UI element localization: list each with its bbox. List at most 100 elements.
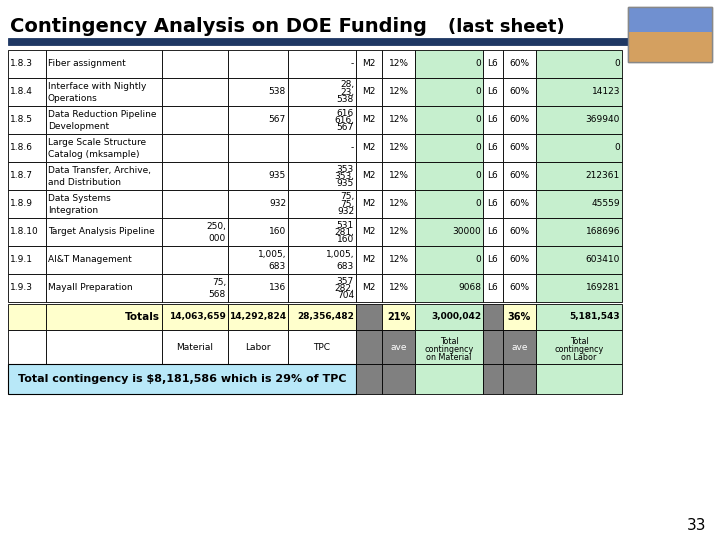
Text: 1.8.6: 1.8.6 — [10, 144, 33, 152]
Bar — [536, 274, 622, 302]
Text: 36%: 36% — [508, 312, 531, 322]
Text: 357: 357 — [337, 276, 354, 286]
Text: -: - — [351, 59, 354, 69]
Text: Catalog (mksample): Catalog (mksample) — [48, 150, 140, 159]
Bar — [628, 32, 712, 62]
Text: 12%: 12% — [389, 172, 408, 180]
Text: 281,: 281, — [334, 228, 354, 237]
Bar — [382, 246, 415, 274]
Bar — [288, 190, 356, 218]
Text: 0: 0 — [475, 199, 481, 208]
Text: 1.8.4: 1.8.4 — [10, 87, 33, 97]
Bar — [162, 304, 228, 330]
Bar — [483, 274, 503, 302]
Text: 0: 0 — [475, 172, 481, 180]
Bar — [228, 246, 288, 274]
Bar — [288, 78, 356, 106]
Text: 567: 567 — [337, 123, 354, 132]
Text: 353,: 353, — [334, 172, 354, 181]
Bar — [356, 162, 382, 190]
Bar — [382, 364, 415, 394]
Text: 28,: 28, — [340, 80, 354, 90]
Bar — [536, 190, 622, 218]
Bar — [356, 78, 382, 106]
Bar — [356, 106, 382, 134]
Text: Material: Material — [176, 342, 214, 352]
Text: 136: 136 — [269, 284, 286, 293]
Bar — [162, 50, 228, 78]
Text: Integration: Integration — [48, 206, 98, 215]
Text: 0: 0 — [614, 144, 620, 152]
Text: 12%: 12% — [389, 116, 408, 125]
Bar — [8, 106, 46, 134]
Bar — [46, 218, 162, 246]
Text: M2: M2 — [362, 199, 376, 208]
Text: Fiber assignment: Fiber assignment — [48, 59, 126, 69]
Text: 531: 531 — [337, 220, 354, 230]
Bar — [228, 106, 288, 134]
Text: L6: L6 — [487, 172, 498, 180]
Bar — [356, 304, 382, 330]
Bar — [46, 304, 162, 330]
Text: 21%: 21% — [387, 312, 410, 322]
Text: L6: L6 — [487, 227, 498, 237]
Text: 567: 567 — [269, 116, 286, 125]
Text: L6: L6 — [487, 116, 498, 125]
Text: Total contingency is $8,181,586 which is 29% of TPC: Total contingency is $8,181,586 which is… — [18, 374, 346, 384]
Text: 33: 33 — [686, 517, 706, 532]
Bar — [8, 246, 46, 274]
Bar — [536, 218, 622, 246]
Bar — [382, 274, 415, 302]
Text: Data Systems: Data Systems — [48, 194, 111, 204]
Bar — [483, 134, 503, 162]
Bar — [415, 106, 483, 134]
Bar — [415, 364, 483, 394]
Text: 932: 932 — [269, 199, 286, 208]
Bar — [8, 218, 46, 246]
Text: 60%: 60% — [510, 144, 530, 152]
Bar — [8, 364, 356, 394]
Text: 14,292,824: 14,292,824 — [229, 313, 286, 321]
Bar — [228, 218, 288, 246]
Bar — [288, 218, 356, 246]
Text: L6: L6 — [487, 59, 498, 69]
Text: 1.8.9: 1.8.9 — [10, 199, 33, 208]
Bar — [46, 162, 162, 190]
Text: 75,: 75, — [212, 279, 226, 287]
Text: 0: 0 — [475, 255, 481, 265]
Bar — [8, 78, 46, 106]
Bar — [228, 50, 288, 78]
Text: 60%: 60% — [510, 59, 530, 69]
Bar — [8, 38, 628, 45]
Bar — [382, 190, 415, 218]
Bar — [415, 274, 483, 302]
Text: TPC: TPC — [313, 342, 330, 352]
Text: 12%: 12% — [389, 199, 408, 208]
Bar — [356, 134, 382, 162]
Bar — [356, 218, 382, 246]
Text: M2: M2 — [362, 116, 376, 125]
Bar — [162, 78, 228, 106]
Text: contingency: contingency — [554, 345, 603, 354]
Text: 12%: 12% — [389, 144, 408, 152]
Bar — [415, 218, 483, 246]
Text: 60%: 60% — [510, 172, 530, 180]
Bar — [483, 330, 503, 364]
Text: 0: 0 — [475, 116, 481, 125]
Bar — [483, 50, 503, 78]
Text: 12%: 12% — [389, 255, 408, 265]
Text: 568: 568 — [209, 289, 226, 299]
Text: 60%: 60% — [510, 116, 530, 125]
Text: AI&T Management: AI&T Management — [48, 255, 132, 265]
Bar — [536, 162, 622, 190]
Bar — [415, 330, 483, 364]
Text: 168696: 168696 — [585, 227, 620, 237]
Bar — [415, 78, 483, 106]
Bar — [536, 330, 622, 364]
Text: Total: Total — [440, 338, 459, 346]
Bar — [483, 218, 503, 246]
Bar — [503, 274, 536, 302]
Bar — [483, 106, 503, 134]
Text: 704: 704 — [337, 292, 354, 300]
Text: Data Transfer, Archive,: Data Transfer, Archive, — [48, 166, 151, 176]
